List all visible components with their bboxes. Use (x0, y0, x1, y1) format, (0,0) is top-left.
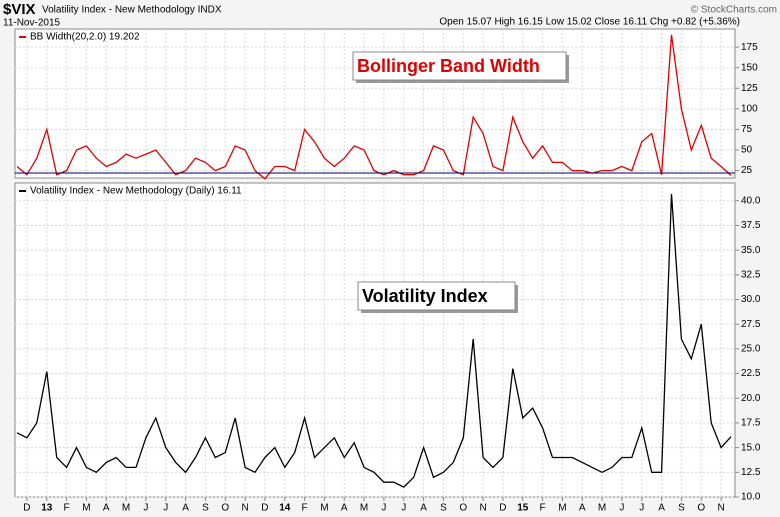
x-tick-label: A (341, 503, 348, 514)
x-tick-label: S (678, 503, 685, 514)
x-tick-label: O (697, 503, 705, 514)
x-tick-label: N (479, 503, 486, 514)
x-tick-label: J (639, 503, 644, 514)
y-tick-label: 10.0 (741, 492, 761, 503)
annotation: Bollinger Band Width (357, 56, 540, 76)
y-tick-label: 30.0 (741, 294, 761, 305)
x-tick-label: J (143, 503, 148, 514)
y-tick-label: 27.5 (741, 319, 761, 330)
y-tick-label: 25.0 (741, 344, 761, 355)
x-tick-label: F (540, 503, 546, 514)
symbol: $VIX (3, 1, 36, 18)
series-line (16, 34, 732, 180)
x-tick-label: A (182, 503, 189, 514)
x-tick-label: J (619, 503, 624, 514)
y-tick-label: 20.0 (741, 393, 761, 404)
x-tick-label: J (381, 503, 386, 514)
x-tick-label: S (202, 503, 209, 514)
x-tick-label: F (64, 503, 70, 514)
y-tick-label: 15.0 (741, 442, 761, 453)
legend: Volatility Index - New Methodology (Dail… (30, 186, 242, 197)
x-tick-label: D (23, 503, 30, 514)
y-tick-label: 32.5 (741, 269, 761, 280)
y-tick-label: 40.0 (741, 195, 761, 206)
legend: BB Width(20,2.0) 19.202 (30, 32, 140, 43)
annotation: Volatility Index (362, 286, 488, 306)
x-tick-label: 15 (517, 503, 529, 514)
x-tick-label: N (717, 503, 724, 514)
y-tick-label: 37.5 (741, 220, 761, 231)
x-tick-label: A (658, 503, 665, 514)
x-tick-label: A (103, 503, 110, 514)
x-tick-label: J (163, 503, 168, 514)
x-tick-label: M (558, 503, 566, 514)
plot-area (14, 182, 736, 498)
x-tick-label: O (221, 503, 229, 514)
x-tick-label: 13 (41, 503, 53, 514)
x-tick-label: S (440, 503, 447, 514)
y-tick-label: 100 (741, 103, 758, 114)
y-tick-label: 50 (741, 145, 753, 156)
x-tick-label: N (241, 503, 248, 514)
plot-area (14, 28, 736, 179)
y-tick-label: 12.5 (741, 467, 761, 478)
x-tick-label: O (459, 503, 467, 514)
quote: Open 15.07 High 16.15 Low 15.02 Close 16… (439, 17, 740, 28)
x-tick-label: M (598, 503, 606, 514)
y-tick-label: 75 (741, 124, 753, 135)
x-tick-label: F (302, 503, 308, 514)
x-tick-label: D (499, 503, 506, 514)
x-tick-label: A (420, 503, 427, 514)
x-tick-label: M (320, 503, 328, 514)
y-tick-label: 17.5 (741, 418, 761, 429)
y-tick-label: 125 (741, 83, 758, 94)
x-tick-label: D (261, 503, 268, 514)
y-tick-label: 25 (741, 165, 753, 176)
y-tick-label: 22.5 (741, 368, 761, 379)
x-tick-label: M (82, 503, 90, 514)
series-line (16, 193, 732, 488)
date: 11-Nov-2015 (3, 18, 61, 29)
credit: © StockCharts.com (691, 5, 777, 16)
index-name: Volatility Index - New Methodology INDX (42, 5, 222, 16)
y-tick-label: 150 (741, 62, 758, 73)
y-tick-label: 35.0 (741, 245, 761, 256)
x-tick-label: M (122, 503, 130, 514)
x-tick-label: 14 (279, 503, 291, 514)
x-tick-label: A (579, 503, 586, 514)
annotation-box (357, 281, 516, 311)
x-tick-label: J (401, 503, 406, 514)
y-tick-label: 175 (741, 42, 758, 53)
x-tick-label: M (360, 503, 368, 514)
annotation-box (352, 51, 567, 81)
